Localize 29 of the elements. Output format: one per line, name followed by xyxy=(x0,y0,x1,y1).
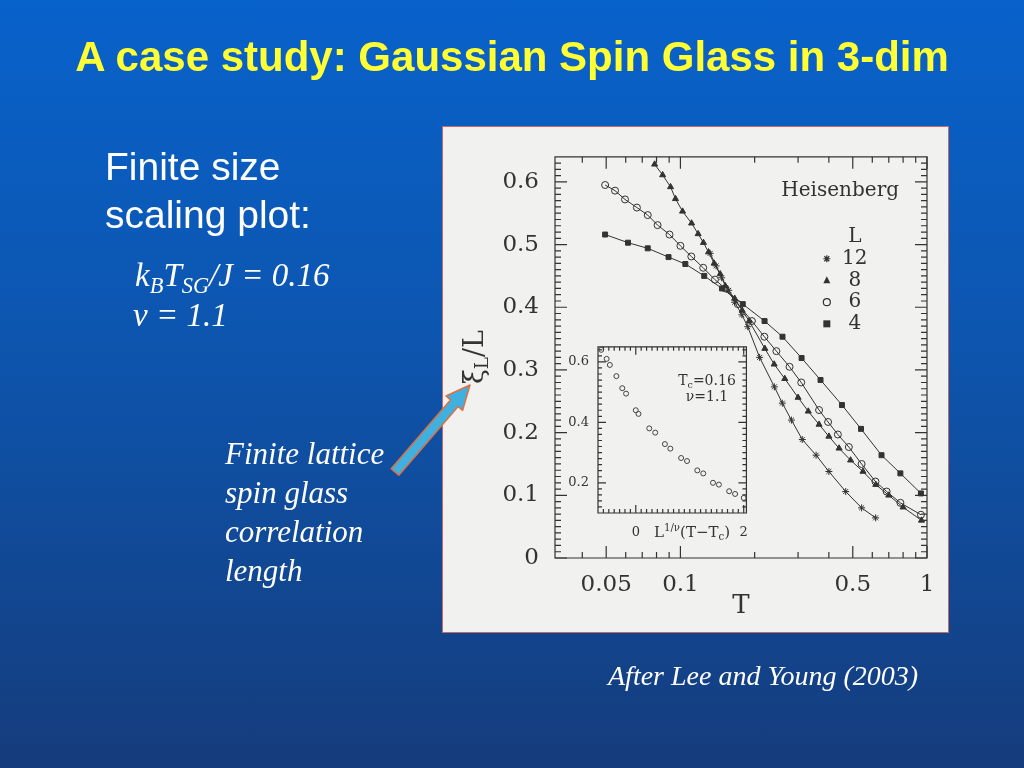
legend-label: 8 xyxy=(848,266,862,291)
y-tick-label: 0.5 xyxy=(502,229,539,256)
legend-label: 6 xyxy=(848,288,862,313)
y-tick-label: 0.2 xyxy=(502,417,539,444)
y-tick-label: 0.6 xyxy=(502,166,539,193)
text: Finite size scaling plot: xyxy=(105,144,312,238)
text: k$_{B}$T$_{SG}$/J = 0.16 xyxy=(135,256,330,298)
y-tick-label: 0.3 xyxy=(502,354,539,381)
x-tick-label: 0.1 xyxy=(662,569,699,596)
text: Finite lattice spin glass correlation length xyxy=(225,435,386,590)
y-tick-label: 0.2 xyxy=(568,474,589,490)
y-tick-label: 0.4 xyxy=(502,292,539,319)
annotation: ν=1.1 xyxy=(685,388,729,404)
x-tick-label: 0.05 xyxy=(580,569,632,596)
text: After Lee and Young (2003) xyxy=(608,660,919,692)
x-tick-label: 0.5 xyxy=(834,569,872,596)
y-tick-label: 0.6 xyxy=(568,353,589,369)
chart-title: A case study: Gaussian Spin Glass in 3-dim xyxy=(74,33,950,81)
annotation: Heisenberg xyxy=(781,177,900,201)
annotation: T$_{c}$=0.16 xyxy=(678,372,736,390)
x-tick-label: 1 xyxy=(919,569,935,596)
y-tick-label: 0 xyxy=(524,542,539,569)
text: ν = 1.1 xyxy=(133,296,228,335)
x-axis-title: T xyxy=(732,589,751,620)
x-tick-label: 2 xyxy=(739,524,748,540)
y-tick-label: 0.1 xyxy=(502,480,539,507)
x-axis-title: L$^{1/ν}$(T−T$_{c}$) xyxy=(653,521,731,542)
legend-label: 4 xyxy=(848,310,862,335)
y-tick-label: 0.4 xyxy=(568,413,589,429)
